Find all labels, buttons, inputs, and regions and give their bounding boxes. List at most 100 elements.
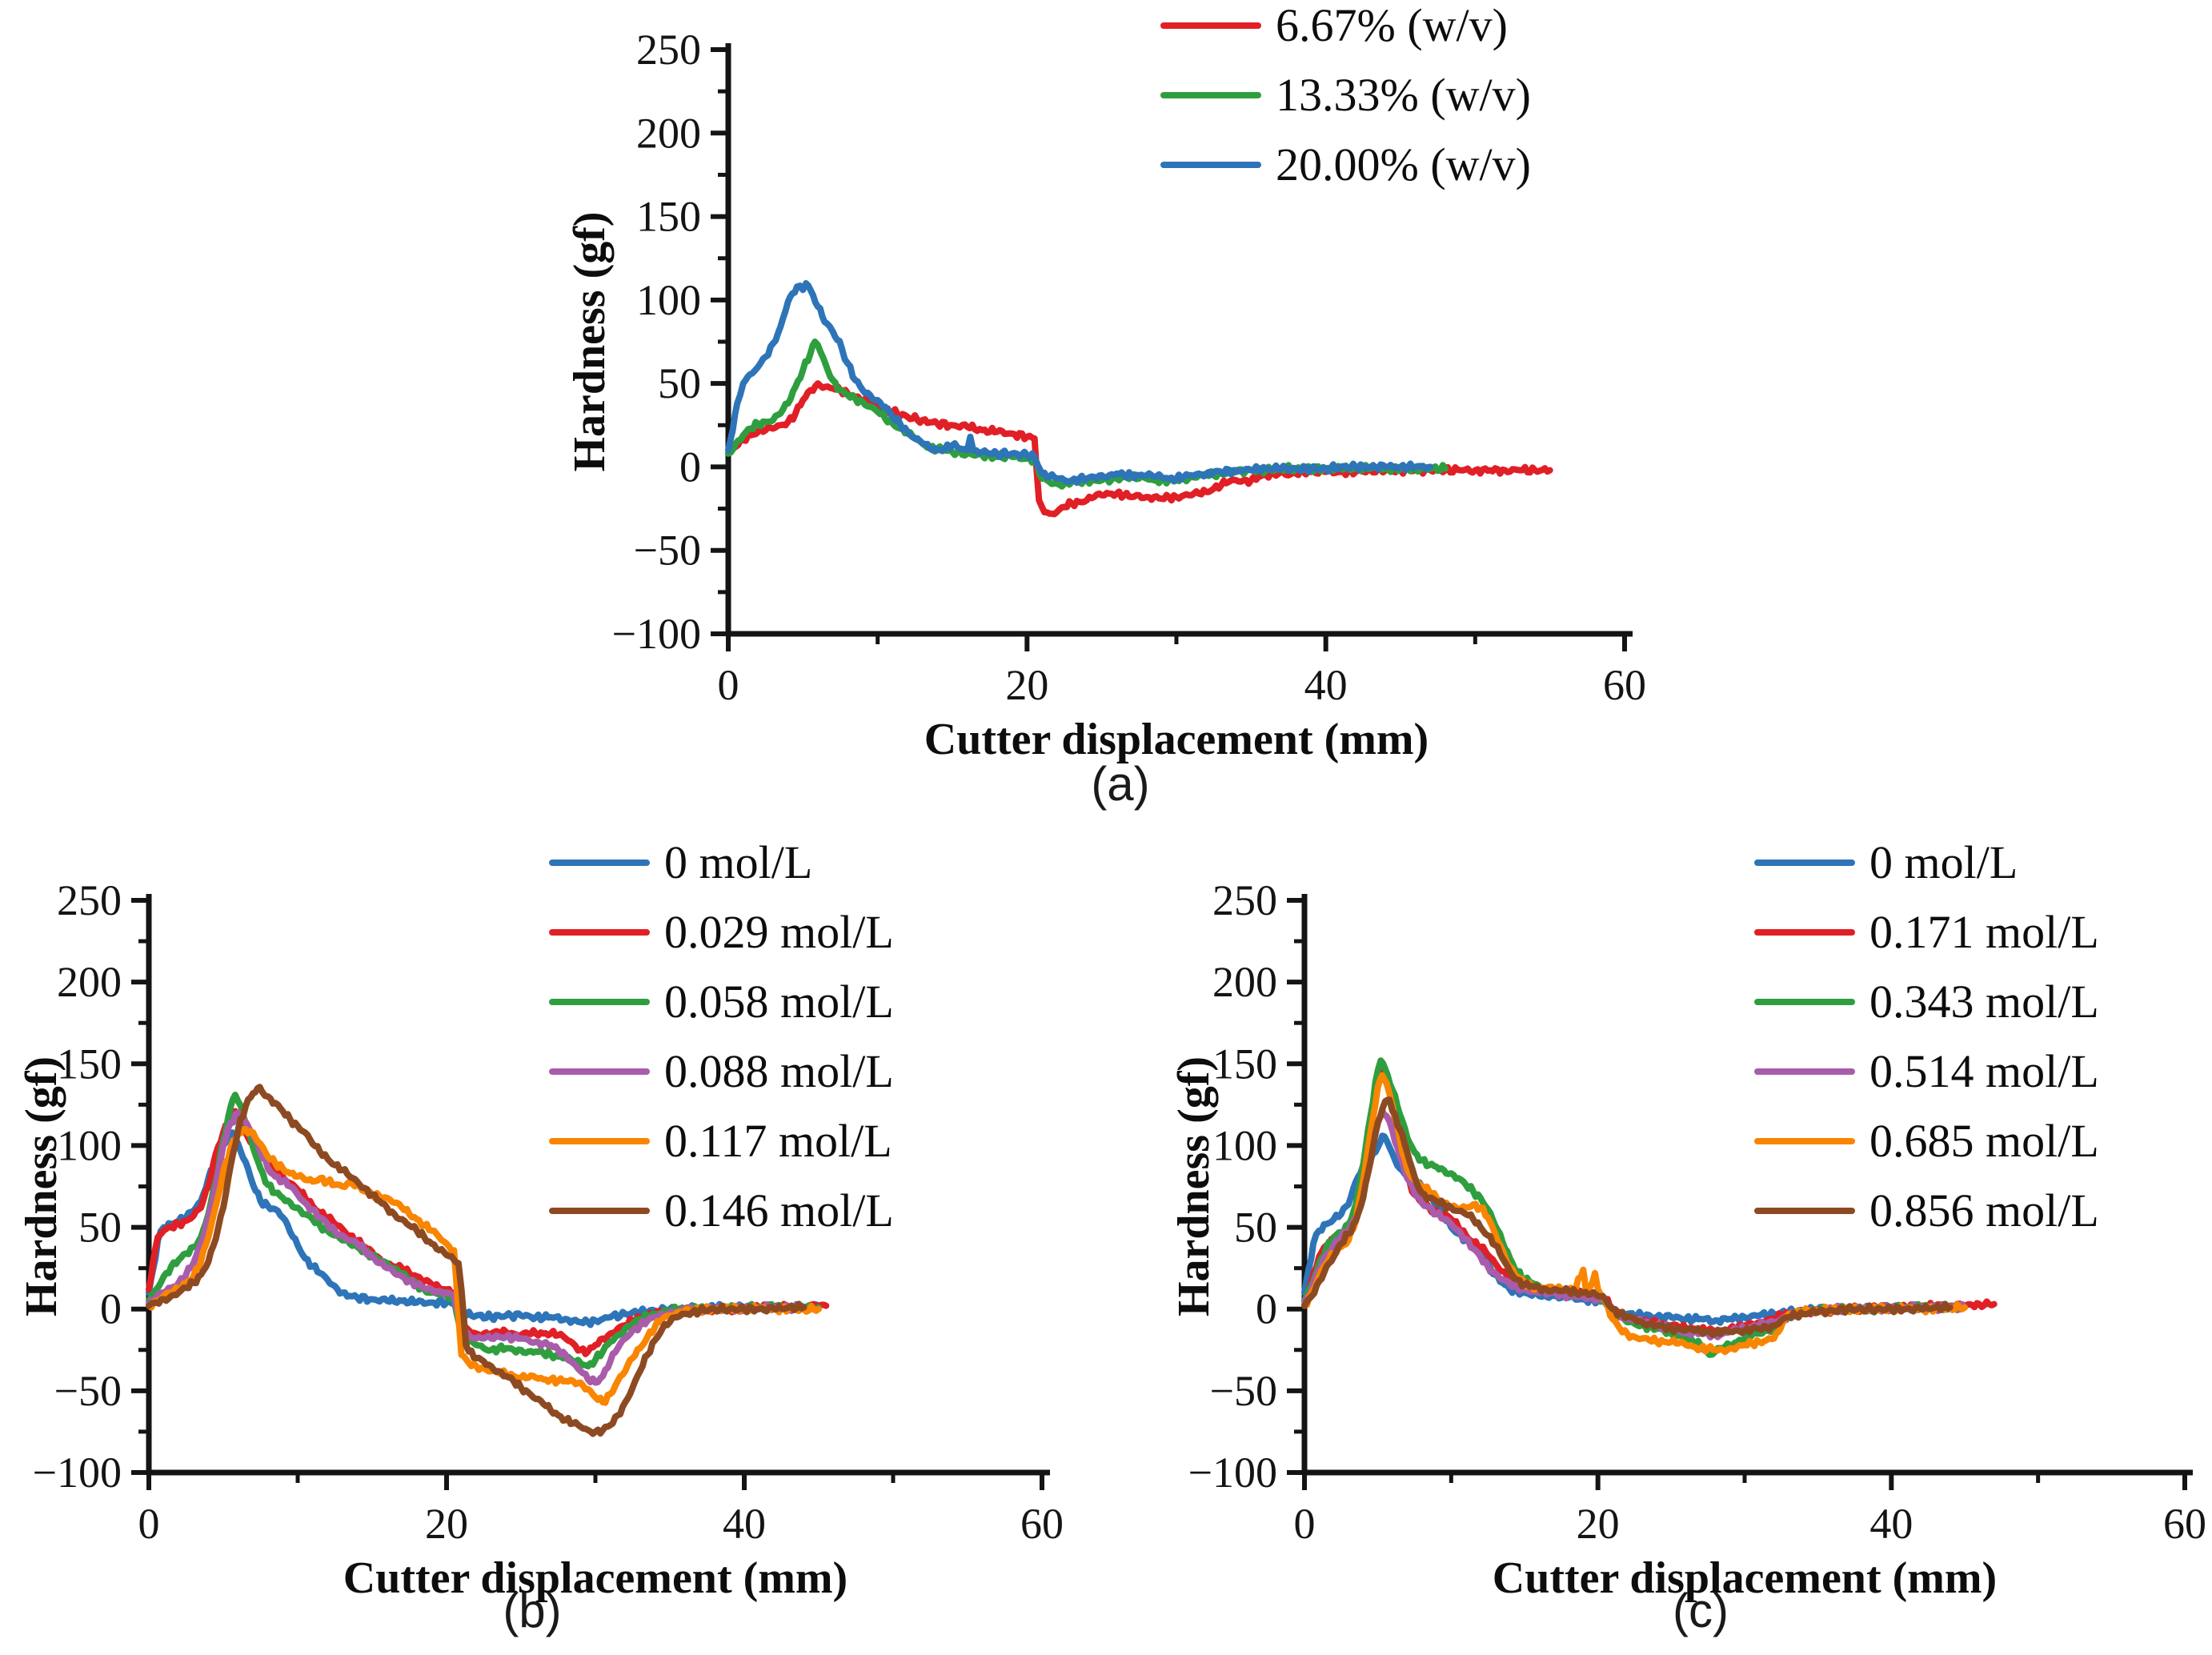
y-tick-label: 200 (1212, 958, 1277, 1006)
legend-item: 0.685 mol/L (1754, 1106, 2099, 1176)
legend-label: 0.171 mol/L (1869, 905, 2099, 958)
legend-label: 0.058 mol/L (664, 975, 894, 1028)
caption-c: (c) (1673, 1584, 1729, 1637)
y-axis-title: Hardness (gf) (565, 211, 615, 471)
y-tick-label: 250 (636, 26, 701, 74)
y-tick-label: −100 (33, 1449, 122, 1497)
x-axis-title: Cutter displacement (mm) (924, 715, 1429, 764)
legend-item: 13.33% (w/v) (1160, 60, 1531, 130)
x-tick-label: 20 (1577, 1500, 1620, 1548)
legend-item: 0 mol/L (549, 828, 894, 897)
legend-item: 0.171 mol/L (1754, 897, 2099, 967)
legend-item: 20.00% (w/v) (1160, 130, 1531, 199)
y-tick-label: 250 (1212, 876, 1277, 924)
legend-line-icon (549, 1137, 650, 1144)
y-tick-label: 150 (636, 193, 701, 241)
x-tick-label: 0 (718, 661, 739, 709)
legend-c: 0 mol/L 0.171 mol/L 0.343 mol/L 0.514 mol/L… (1754, 828, 2099, 1245)
legend-item: 0.117 mol/L (549, 1106, 894, 1176)
y-tick-label: 0 (679, 443, 701, 491)
y-tick-label: −50 (634, 527, 701, 575)
x-tick-label: 20 (1005, 661, 1048, 709)
series-line (725, 280, 1434, 487)
legend-item: 0 mol/L (1754, 828, 2099, 897)
series-line (725, 380, 1553, 518)
legend-label: 20.00% (w/v) (1276, 138, 1531, 190)
y-tick-label: 0 (100, 1285, 122, 1333)
y-tick-label: −50 (1210, 1367, 1277, 1415)
legend-line-icon (549, 859, 650, 866)
x-tick-label: 0 (1294, 1500, 1316, 1548)
x-tick-label: 40 (1869, 1500, 1913, 1548)
legend-line-icon (1160, 161, 1261, 168)
x-tick-label: 60 (1603, 661, 1646, 709)
legend-item: 0.058 mol/L (549, 967, 894, 1036)
legend-line-icon (1754, 928, 1855, 936)
legend-line-icon (1160, 22, 1261, 29)
series-line (1301, 1096, 1954, 1339)
y-axis-title: Hardness (gf) (1169, 1056, 1219, 1316)
legend-label: 6.67% (w/v) (1276, 0, 1508, 51)
x-tick-label: 60 (2163, 1500, 2206, 1548)
legend-line-icon (1754, 859, 1855, 866)
y-tick-label: 0 (1256, 1285, 1277, 1333)
x-axis-title: Cutter displacement (mm) (343, 1553, 848, 1603)
chart-b: Cutter displacement (mm) Hardness (gf) 2… (17, 876, 1064, 1603)
legend-item: 0.514 mol/L (1754, 1036, 2099, 1106)
caption-a: (a) (1091, 757, 1150, 811)
chart-c: Cutter displacement (mm) Hardness (gf) 2… (1169, 876, 2206, 1603)
y-tick-label: −50 (54, 1367, 122, 1415)
legend-label: 0.685 mol/L (1869, 1114, 2099, 1167)
legend-line-icon (549, 1207, 650, 1214)
legend-label: 13.33% (w/v) (1276, 68, 1531, 121)
y-tick-label: 250 (57, 876, 122, 924)
legend-item: 6.67% (w/v) (1160, 0, 1531, 60)
y-tick-label: 50 (78, 1204, 122, 1252)
legend-label: 0.088 mol/L (664, 1044, 894, 1097)
x-tick-label: 60 (1020, 1500, 1064, 1548)
y-tick-label: 100 (636, 276, 701, 324)
chart-a: Cutter displacement (mm) Hardness (gf) 2… (565, 26, 1646, 764)
legend-line-icon (549, 998, 650, 1005)
legend-label: 0 mol/L (664, 836, 813, 888)
x-tick-label: 40 (723, 1500, 766, 1548)
legend-label: 0.856 mol/L (1869, 1184, 2099, 1236)
series-line (146, 1126, 822, 1406)
legend-line-icon (1754, 1207, 1855, 1214)
y-tick-label: 200 (636, 109, 701, 157)
y-tick-label: −100 (612, 610, 701, 658)
legend-item: 0.029 mol/L (549, 897, 894, 967)
legend-label: 0.029 mol/L (664, 905, 894, 958)
x-tick-label: 40 (1304, 661, 1348, 709)
legend-item: 0.343 mol/L (1754, 967, 2099, 1036)
series-line (725, 339, 1449, 490)
caption-b: (b) (503, 1584, 562, 1637)
y-tick-label: 100 (1212, 1121, 1277, 1169)
x-axis-title: Cutter displacement (mm) (1493, 1553, 1997, 1603)
legend-label: 0.514 mol/L (1869, 1044, 2099, 1097)
y-tick-label: −100 (1188, 1449, 1277, 1497)
legend-label: 0.117 mol/L (664, 1114, 892, 1167)
legend-label: 0 mol/L (1869, 836, 2018, 888)
legend-a: 6.67% (w/v) 13.33% (w/v) 20.00% (w/v) (1160, 0, 1531, 199)
legend-line-icon (549, 1068, 650, 1075)
legend-label: 0.146 mol/L (664, 1184, 894, 1236)
legend-line-icon (1754, 1137, 1855, 1144)
y-tick-label: 200 (57, 958, 122, 1006)
legend-item: 0.088 mol/L (549, 1036, 894, 1106)
legend-item: 0.856 mol/L (1754, 1176, 2099, 1245)
y-tick-label: 100 (57, 1121, 122, 1169)
legend-line-icon (1754, 1068, 1855, 1075)
y-tick-label: 150 (57, 1040, 122, 1088)
series-line (146, 1084, 807, 1437)
legend-item: 0.146 mol/L (549, 1176, 894, 1245)
y-axis-title: Hardness (gf) (17, 1056, 66, 1316)
legend-line-icon (549, 928, 650, 936)
legend-line-icon (1160, 91, 1261, 98)
y-tick-label: 50 (658, 359, 701, 407)
legend-b: 0 mol/L 0.029 mol/L 0.058 mol/L 0.088 mol/L… (549, 828, 894, 1245)
legend-label: 0.343 mol/L (1869, 975, 2099, 1028)
x-tick-label: 20 (425, 1500, 468, 1548)
y-tick-label: 50 (1234, 1204, 1277, 1252)
